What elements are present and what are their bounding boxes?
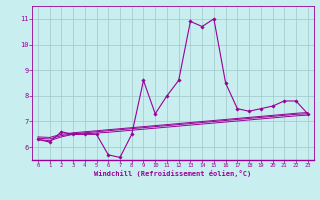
X-axis label: Windchill (Refroidissement éolien,°C): Windchill (Refroidissement éolien,°C) xyxy=(94,170,252,177)
